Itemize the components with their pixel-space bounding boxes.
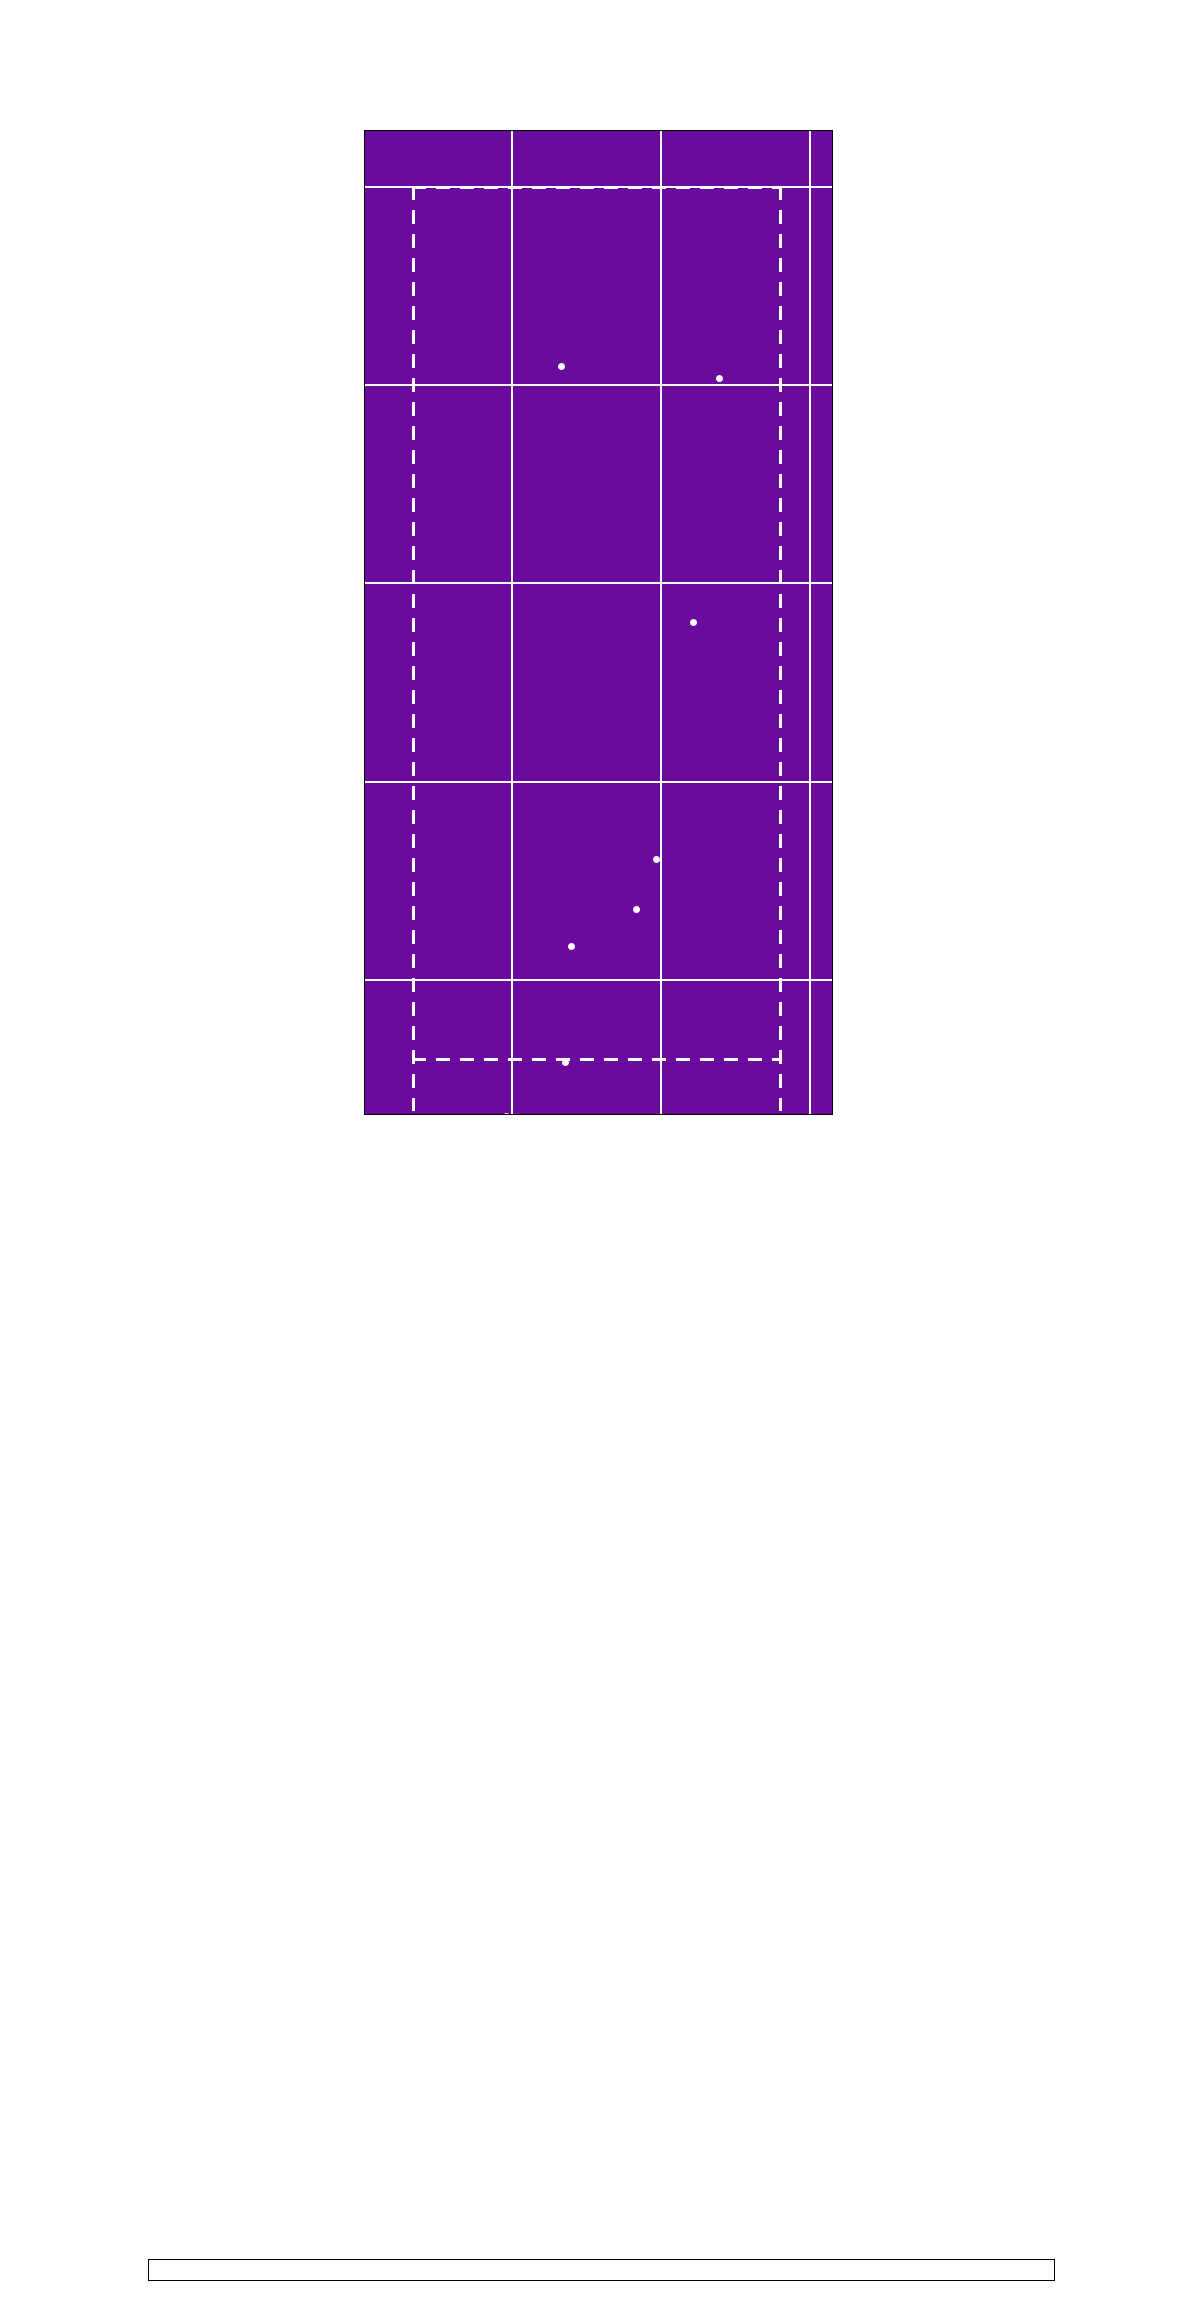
station-fukushimasp[interactable] bbox=[568, 943, 580, 950]
station-dot bbox=[716, 375, 723, 382]
station-kakudagp[interactable] bbox=[633, 906, 645, 913]
station-dot bbox=[633, 906, 640, 913]
gridline-lat-39N bbox=[365, 582, 832, 584]
station-dot bbox=[690, 619, 697, 626]
station-fukushimaap[interactable] bbox=[562, 1059, 574, 1066]
gridline-lat-37N bbox=[365, 979, 832, 981]
station-misawaad[interactable] bbox=[716, 375, 728, 382]
gridline-lat-38N bbox=[365, 781, 832, 783]
station-aomoriap[interactable] bbox=[553, 363, 565, 370]
gridline-lon-142E bbox=[809, 131, 811, 1114]
domain-box-left-edge bbox=[412, 186, 415, 1111]
gridline-lon-141E bbox=[660, 131, 662, 1114]
domain-box-right-edge bbox=[779, 186, 782, 1111]
colorbar-gradient bbox=[148, 2259, 1055, 2281]
station-hanamakiap[interactable] bbox=[690, 619, 702, 626]
station-dot bbox=[562, 1059, 569, 1066]
domain-box-top-edge bbox=[412, 186, 782, 189]
station-kuroisosp[interactable] bbox=[503, 1113, 515, 1114]
gridline-lat-40N bbox=[365, 384, 832, 386]
station-kasuminomead[interactable] bbox=[653, 856, 665, 863]
station-dot bbox=[653, 856, 660, 863]
domain-box-bottom-edge bbox=[412, 1058, 782, 1061]
title-block bbox=[0, 0, 1200, 26]
colorbar-tick-labels bbox=[148, 2281, 1055, 2307]
map-plot-area[interactable] bbox=[364, 130, 833, 1115]
gridline-lon-140E bbox=[511, 131, 513, 1114]
station-dot bbox=[568, 943, 575, 950]
station-dot bbox=[558, 363, 565, 370]
colorbar-legend bbox=[0, 1125, 1200, 2281]
station-dot bbox=[503, 1113, 510, 1114]
cloud-cover-heatmap bbox=[365, 131, 832, 1114]
